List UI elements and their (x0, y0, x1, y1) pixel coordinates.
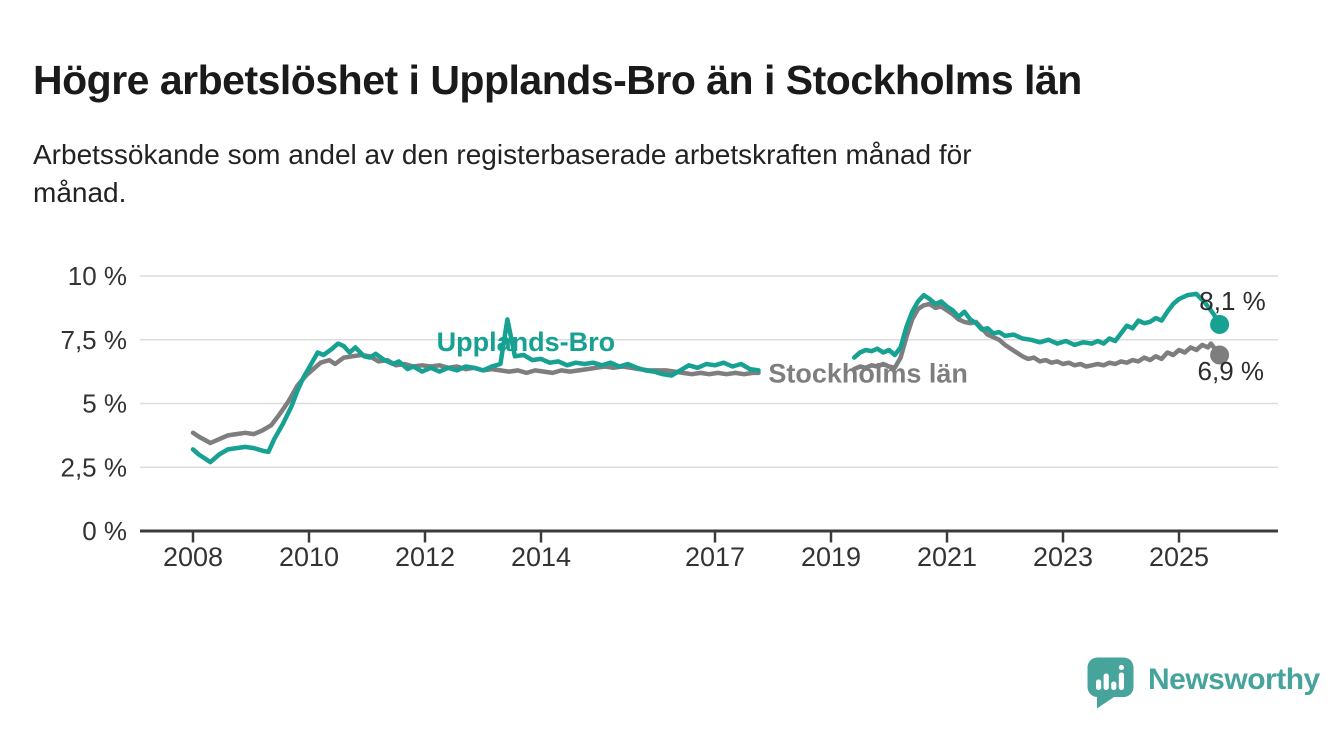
y-tick-label: 5 % (82, 389, 127, 419)
y-tick-label: 0 % (82, 516, 127, 546)
newsworthy-logo-icon (1087, 657, 1134, 709)
series-line-upplands-bro (851, 291, 1222, 360)
newsworthy-logo: Newsworthy (1086, 655, 1320, 711)
y-tick-label: 10 % (68, 261, 127, 291)
end-value-label-stockholms-lan: 6,9 % (1198, 356, 1265, 386)
subtitle-line-1: Arbetssökande som andel av den registerb… (33, 139, 972, 170)
y-tick-label: 2,5 % (61, 452, 128, 482)
series-line-upplands-bro (190, 317, 761, 465)
x-tick-label: 2010 (279, 542, 339, 572)
series-end-dot-upplands-bro (1210, 314, 1230, 334)
x-tick-label: 2021 (917, 542, 977, 572)
series-label-upplands-bro: Upplands-Bro (437, 327, 615, 357)
x-tick-label: 2019 (801, 542, 861, 572)
x-tick-label: 2017 (685, 542, 745, 572)
series-end-dot-stockholms-lan (1210, 345, 1230, 365)
series-label-stockholms-lan: Stockholms län (768, 359, 968, 389)
y-tick-label: 7,5 % (61, 325, 128, 355)
x-tick-label: 2014 (511, 542, 571, 572)
series-line-stockholms-lan (851, 301, 1222, 372)
end-value-label-upplands-bro: 8,1 % (1199, 286, 1266, 316)
page-title: Högre arbetslöshet i Upplands-Bro än i S… (33, 57, 1082, 104)
x-tick-label: 2012 (395, 542, 455, 572)
chart-subtitle: Arbetssökande som andel av den registerb… (33, 136, 1323, 212)
x-tick-label: 2025 (1149, 542, 1209, 572)
x-tick-label: 2008 (163, 542, 223, 572)
newsworthy-wordmark: Newsworthy (1148, 663, 1320, 696)
speech-bubble-tail (1097, 692, 1117, 709)
unemployment-line-chart: 0 % 2,5 % 5 % 7,5 % 10 % 2008 2010 2012 2014 2017… (61, 261, 1278, 572)
x-tick-label: 2023 (1033, 542, 1093, 572)
subtitle-line-2: månad. (33, 176, 127, 208)
